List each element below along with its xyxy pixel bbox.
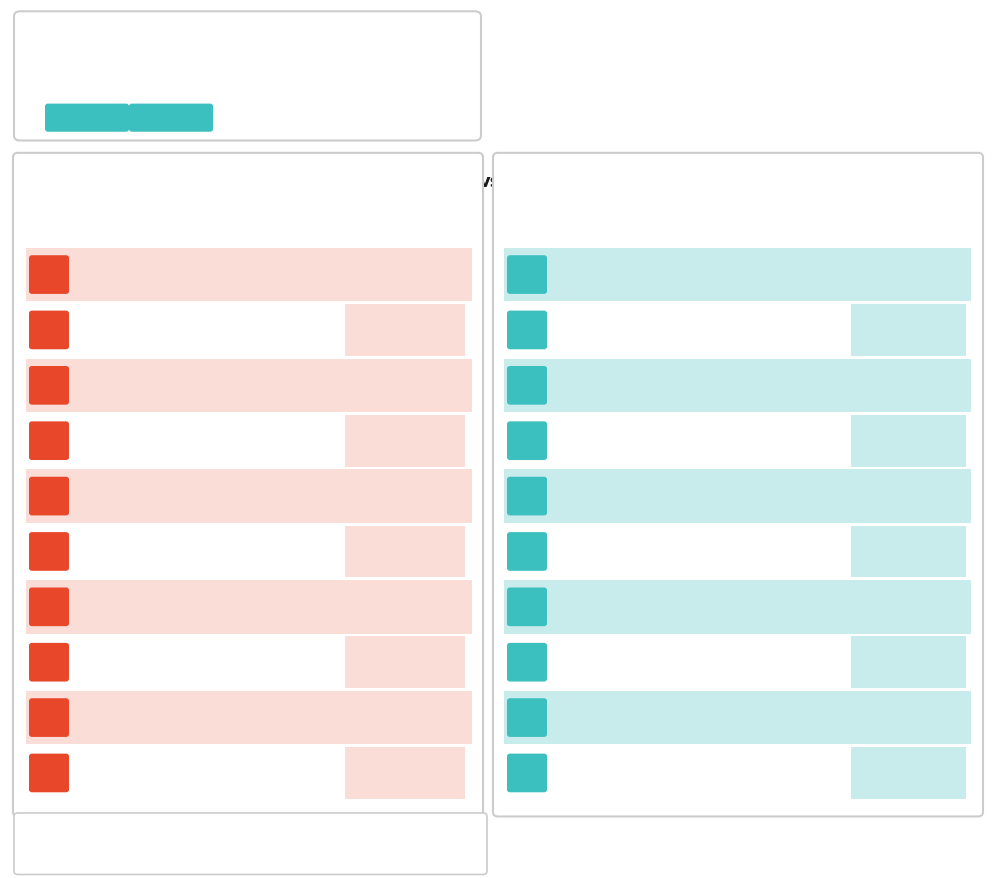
Text: 73,4: 73,4 [386, 544, 424, 559]
Text: 2.: 2. [521, 326, 533, 335]
Text: Micro 17: Micro 17 [75, 707, 135, 720]
Text: 1.: 1. [521, 270, 533, 280]
Text: indicatorul „Cost general al vieții”: indicatorul „Cost general al vieții” [518, 196, 813, 212]
Text: George Enescu: George Enescu [75, 482, 180, 495]
Text: 73,6: 73,6 [386, 434, 424, 449]
Text: 43: 43 [898, 766, 919, 781]
Text: cel mai slab scor: cel mai slab scor [626, 163, 769, 179]
Text: 6.: 6. [521, 547, 533, 557]
Text: | Galați: | Galați [124, 708, 166, 719]
Text: Craiova: Craiova [75, 777, 112, 787]
Text: 5.: 5. [43, 492, 55, 501]
Text: Aleea Trandafirilor: Aleea Trandafirilor [75, 537, 205, 551]
Text: 2.: 2. [43, 326, 55, 335]
Text: 71,6: 71,6 [386, 766, 424, 781]
Text: | Bucureşti: | Bucureşti [591, 321, 650, 331]
Text: Târgu Mureş: Târgu Mureş [75, 390, 135, 399]
Text: 10.: 10. [517, 768, 537, 778]
Text: 4.: 4. [521, 436, 533, 446]
Text: Bucureşti: Bucureşti [552, 279, 598, 289]
Text: 6.: 6. [43, 547, 55, 557]
Text: Scor total: Scor total [828, 224, 888, 236]
Text: Aeroport: Aeroport [75, 264, 137, 277]
Text: Cartiere: Cartiere [146, 113, 196, 124]
Text: Universitate: Universitate [552, 648, 638, 661]
Text: Peninsulă: Peninsulă [552, 759, 620, 772]
Text: 8.: 8. [43, 658, 55, 667]
Text: Cartiere cu: Cartiere cu [50, 163, 150, 179]
Text: 71,9: 71,9 [386, 710, 424, 725]
Text: | Sibiu: | Sibiu [124, 266, 160, 276]
Text: Cartiere cu: Cartiere cu [518, 163, 618, 179]
Text: T.R.A.I.: T.R.A.I. [65, 113, 109, 124]
Text: | Cluj-Napoca: | Cluj-Napoca [591, 432, 664, 442]
Text: 4.: 4. [43, 436, 55, 446]
Text: Tudor Vladimirescu: Tudor Vladimirescu [75, 648, 210, 661]
Text: Scor total: Scor total [345, 224, 405, 236]
Text: | Sibiu: | Sibiu [148, 598, 184, 608]
Text: Trei Stejari: Trei Stejari [75, 596, 152, 609]
Text: Constanța: Constanța [552, 776, 602, 788]
Text: Piteşti: Piteşti [75, 666, 105, 676]
Text: 3.: 3. [521, 381, 533, 391]
Text: cel mai bun scor: cel mai bun scor [158, 163, 298, 179]
Text: că în cartierul lor „costul general al vieții” este unul bun.: că în cartierul lor „costul general al v… [33, 846, 330, 857]
Text: Centru: Centru [552, 430, 599, 443]
Text: Cu cât scorul este mai apropiat de 100, cu atât locuitorii consideră: Cu cât scorul este mai apropiat de 100, … [33, 831, 382, 841]
Text: la: la [814, 163, 835, 179]
Text: 38,2: 38,2 [890, 378, 927, 393]
Text: Severinului: Severinului [75, 759, 154, 772]
Text: | Bucureşti: | Bucureşti [585, 543, 644, 552]
Text: 39,2: 39,2 [890, 434, 927, 449]
Text: Craiovita Nouă: Craiovita Nouă [75, 316, 179, 329]
Text: | Bucureşti: | Bucureşti [597, 709, 656, 718]
Text: | Bucureşti: | Bucureşti [591, 598, 650, 608]
Text: vs.: vs. [478, 173, 508, 191]
Text: la: la [338, 163, 359, 179]
Text: Romană: Romană [552, 320, 609, 333]
Text: 41,3: 41,3 [890, 655, 927, 670]
Text: 74,3: 74,3 [386, 323, 424, 338]
Text: Bucureşti: Bucureşti [552, 500, 598, 510]
Text: 5.: 5. [521, 492, 533, 501]
Text: Domenii: Domenii [552, 707, 609, 720]
Text: Bucureşti: Bucureşti [552, 666, 598, 676]
Text: 3.: 3. [43, 381, 55, 391]
Text: 10.: 10. [39, 768, 59, 778]
Text: 76,6: 76,6 [386, 268, 424, 283]
Text: 8.: 8. [521, 658, 533, 667]
Text: Sibiu: Sibiu [75, 445, 99, 455]
Text: Unirii: Unirii [552, 596, 589, 609]
Text: Cost general: Cost general [50, 24, 278, 55]
Text: 72: 72 [394, 655, 416, 670]
Text: 73,5: 73,5 [386, 489, 424, 504]
Text: 7.: 7. [43, 602, 55, 612]
Text: 33,5: 33,5 [890, 268, 927, 283]
Text: 41: 41 [898, 600, 919, 615]
Text: Valea Aurie: Valea Aurie [75, 427, 155, 440]
Text: Dorobanți: Dorobanți [552, 482, 622, 495]
Text: Primăverii: Primăverii [552, 261, 624, 274]
Text: Târgovişte: Târgovişte [75, 556, 125, 565]
Text: 72,5: 72,5 [386, 600, 424, 615]
Text: 7.: 7. [521, 602, 533, 612]
Text: Craiova: Craiova [75, 335, 112, 344]
Text: 40,5: 40,5 [890, 489, 927, 504]
Text: Calea Victoriei: Calea Victoriei [552, 371, 653, 385]
Text: 73,7: 73,7 [386, 378, 424, 393]
Text: indicatorul „Cost general al vieții”: indicatorul „Cost general al vieții” [50, 196, 345, 212]
Text: 1.: 1. [43, 270, 55, 280]
Text: Craiova: Craiova [75, 500, 112, 510]
Text: al vieții: al vieții [50, 61, 184, 93]
Text: Amzei: Amzei [552, 541, 594, 554]
Text: 9.: 9. [521, 713, 533, 723]
Text: 9.: 9. [43, 713, 55, 723]
Text: Bucureşti: Bucureşti [552, 390, 598, 399]
Text: 38,1: 38,1 [890, 323, 927, 338]
Text: 42: 42 [898, 710, 919, 725]
Text: 40,9: 40,9 [890, 544, 927, 559]
Text: Aleea Carpați: Aleea Carpați [75, 371, 170, 385]
